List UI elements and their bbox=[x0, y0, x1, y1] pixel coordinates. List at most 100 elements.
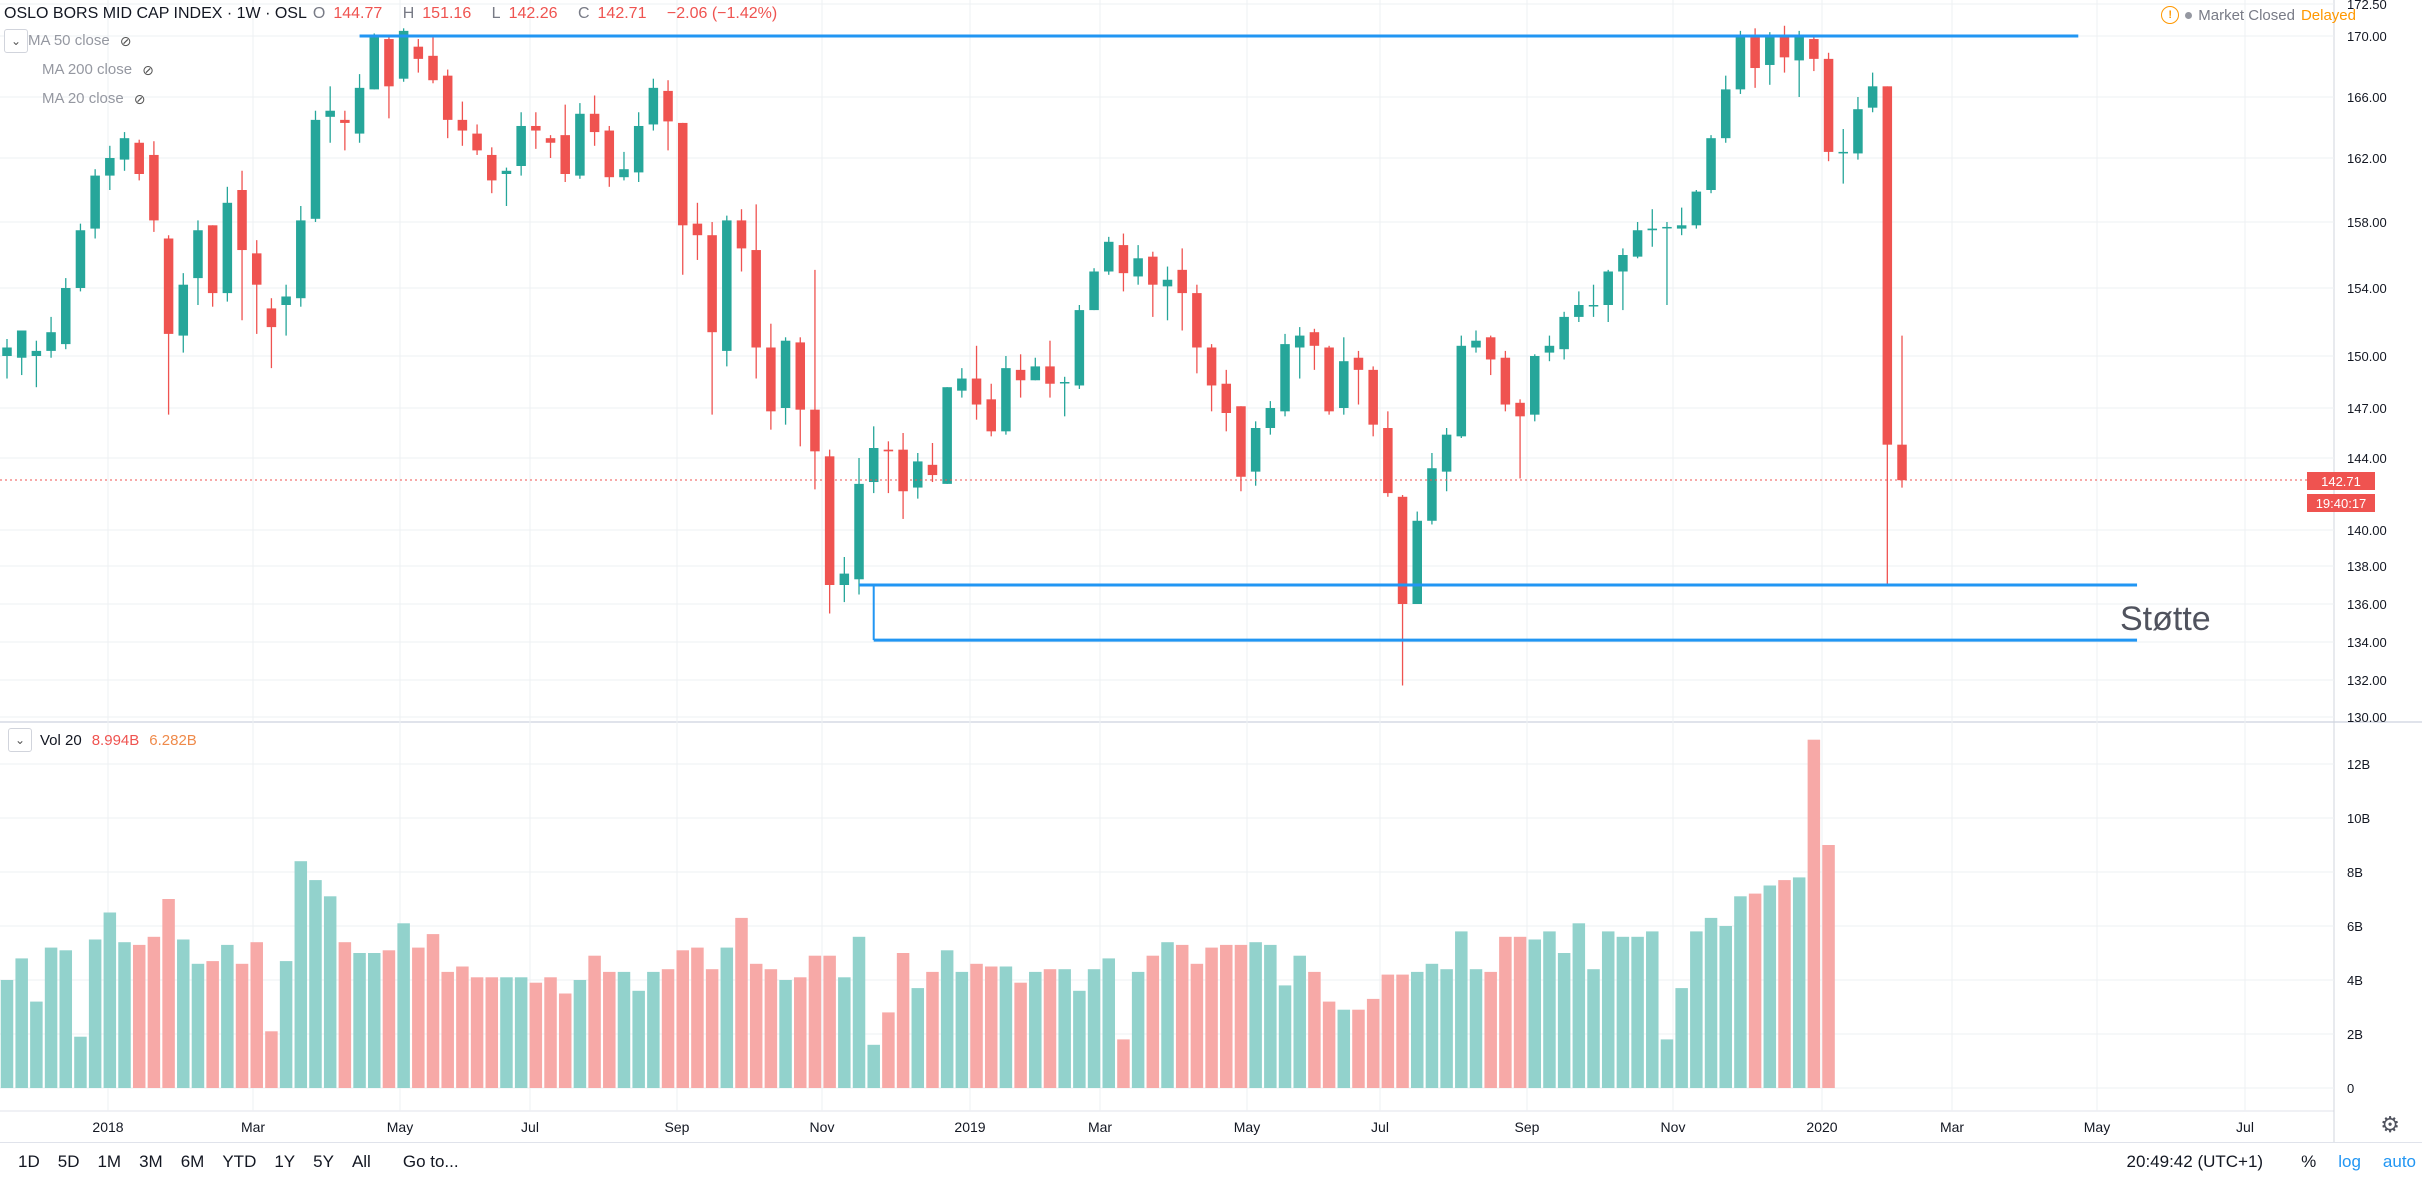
range-1d[interactable]: 1D bbox=[18, 1151, 40, 1171]
indicator-row-ma20: MA 20 close ⊘ bbox=[4, 84, 785, 113]
warning-icon[interactable]: ! bbox=[2161, 6, 2180, 24]
candle-body bbox=[795, 342, 806, 410]
volume-bar bbox=[1396, 974, 1409, 1088]
range-5y[interactable]: 5Y bbox=[313, 1151, 334, 1171]
volume-bar bbox=[426, 934, 440, 1088]
close-value: 142.71 bbox=[597, 5, 647, 22]
volume-bar bbox=[735, 917, 748, 1088]
volume-bar bbox=[1190, 963, 1204, 1088]
volume-bar bbox=[896, 953, 910, 1088]
volume-bar bbox=[544, 977, 557, 1088]
candle-body bbox=[1809, 39, 1819, 59]
eye-hidden-icon[interactable]: ⊘ bbox=[142, 61, 154, 78]
candle-body bbox=[1559, 316, 1569, 350]
candle-body bbox=[1500, 357, 1511, 405]
range-5d[interactable]: 5D bbox=[57, 1151, 80, 1171]
volume-bar bbox=[1455, 931, 1468, 1088]
volume-tick-label: 6B bbox=[2347, 919, 2363, 934]
auto-toggle[interactable]: auto bbox=[2382, 1151, 2416, 1171]
time-tick-label: Mar bbox=[241, 1119, 265, 1135]
candle-body bbox=[824, 456, 835, 585]
indicator-label[interactable]: MA 50 close bbox=[28, 31, 110, 49]
candle-body bbox=[1779, 36, 1790, 58]
candle-body bbox=[1515, 402, 1525, 417]
candle-body bbox=[1339, 361, 1349, 408]
candles bbox=[2, 25, 1907, 686]
candle-body bbox=[61, 288, 71, 345]
volume-bar bbox=[1543, 931, 1556, 1088]
candle-body bbox=[1823, 58, 1834, 152]
candle-body bbox=[531, 125, 541, 131]
low-label: L bbox=[491, 5, 501, 22]
candle-body bbox=[222, 202, 233, 294]
eye-hidden-icon[interactable]: ⊘ bbox=[133, 90, 146, 107]
volume-bar bbox=[661, 969, 675, 1088]
candle-body bbox=[1412, 520, 1422, 604]
goto-button[interactable]: Go to... bbox=[402, 1151, 459, 1171]
time-tick-label: Jul bbox=[1371, 1119, 1389, 1135]
main-legend: OSLO BORS MID CAP INDEX · 1W · OSL O 144.… bbox=[4, 4, 785, 113]
candle-body bbox=[472, 133, 482, 151]
high-value: 151.16 bbox=[422, 5, 472, 22]
volume-bar bbox=[838, 977, 851, 1088]
candle-body bbox=[1250, 428, 1261, 472]
volume-indicator-name[interactable]: Vol 20 bbox=[40, 731, 82, 749]
indicator-label[interactable]: MA 200 close bbox=[42, 60, 133, 78]
settings-gear-icon[interactable]: ⚙ bbox=[2380, 1112, 2400, 1137]
volume-bar bbox=[1029, 971, 1042, 1088]
range-1y[interactable]: 1Y bbox=[274, 1151, 296, 1171]
range-1m[interactable]: 1M bbox=[97, 1151, 122, 1171]
volume-bar bbox=[1601, 931, 1615, 1088]
volume-bar bbox=[1587, 969, 1600, 1088]
symbol-name[interactable]: OSLO BORS MID CAP INDEX · 1W · OSL bbox=[4, 5, 307, 22]
range-ytd[interactable]: YTD bbox=[222, 1151, 257, 1171]
volume-bar bbox=[999, 966, 1013, 1088]
indicator-label[interactable]: MA 20 close bbox=[42, 89, 124, 107]
volume-bar bbox=[1748, 893, 1762, 1088]
candle-body bbox=[1574, 305, 1584, 317]
volume-bar bbox=[1249, 942, 1262, 1088]
eye-hidden-icon[interactable]: ⊘ bbox=[119, 32, 132, 49]
volume-bar bbox=[191, 963, 205, 1088]
volume-bar bbox=[1704, 917, 1718, 1088]
candle-body bbox=[604, 130, 615, 178]
price-tick-label: 147.00 bbox=[2347, 401, 2387, 416]
candle-body bbox=[442, 75, 453, 120]
volume-bar bbox=[118, 942, 131, 1088]
volume-bar bbox=[221, 944, 234, 1088]
candle-body bbox=[340, 119, 350, 123]
volume-axis-ticks: 0 2B 4B 6B 8B 10B 12B bbox=[2347, 757, 2370, 1096]
candle-body bbox=[251, 253, 262, 285]
volume-bar bbox=[132, 944, 146, 1088]
volume-bar bbox=[279, 961, 293, 1088]
log-toggle[interactable]: log bbox=[2338, 1151, 2361, 1171]
candle-body bbox=[1647, 228, 1658, 231]
range-3m[interactable]: 3M bbox=[139, 1151, 163, 1171]
candle-body bbox=[1632, 230, 1643, 257]
collapse-volume-button[interactable]: ⌄ bbox=[8, 728, 32, 752]
volume-bar bbox=[764, 969, 778, 1088]
percent-toggle[interactable]: % bbox=[2301, 1151, 2317, 1171]
support-resistance-lines bbox=[359, 34, 2138, 642]
collapse-indicators-button[interactable]: ⌄ bbox=[4, 28, 28, 53]
candle-body bbox=[105, 158, 115, 176]
clock-display[interactable]: 20:49:42 (UTC+1) bbox=[2126, 1151, 2264, 1171]
candle-body bbox=[560, 135, 570, 174]
volume-bar bbox=[1572, 923, 1586, 1088]
volume-bar bbox=[1528, 939, 1542, 1088]
candle-body bbox=[1309, 332, 1320, 346]
candle-body bbox=[1177, 269, 1187, 294]
candle-body bbox=[692, 223, 703, 236]
volume-bar bbox=[514, 977, 528, 1088]
range-6m[interactable]: 6M bbox=[180, 1151, 205, 1171]
range-all[interactable]: All bbox=[351, 1151, 371, 1171]
volume-bar bbox=[705, 969, 719, 1088]
price-tick-label: 130.00 bbox=[2347, 710, 2387, 725]
candle-body bbox=[1838, 151, 1848, 154]
candle-body bbox=[1148, 256, 1158, 285]
candle-body bbox=[193, 230, 203, 279]
support-annotation: Støtte bbox=[2120, 600, 2211, 638]
volume-bar bbox=[1220, 944, 1233, 1088]
volume-bar bbox=[1205, 947, 1218, 1088]
